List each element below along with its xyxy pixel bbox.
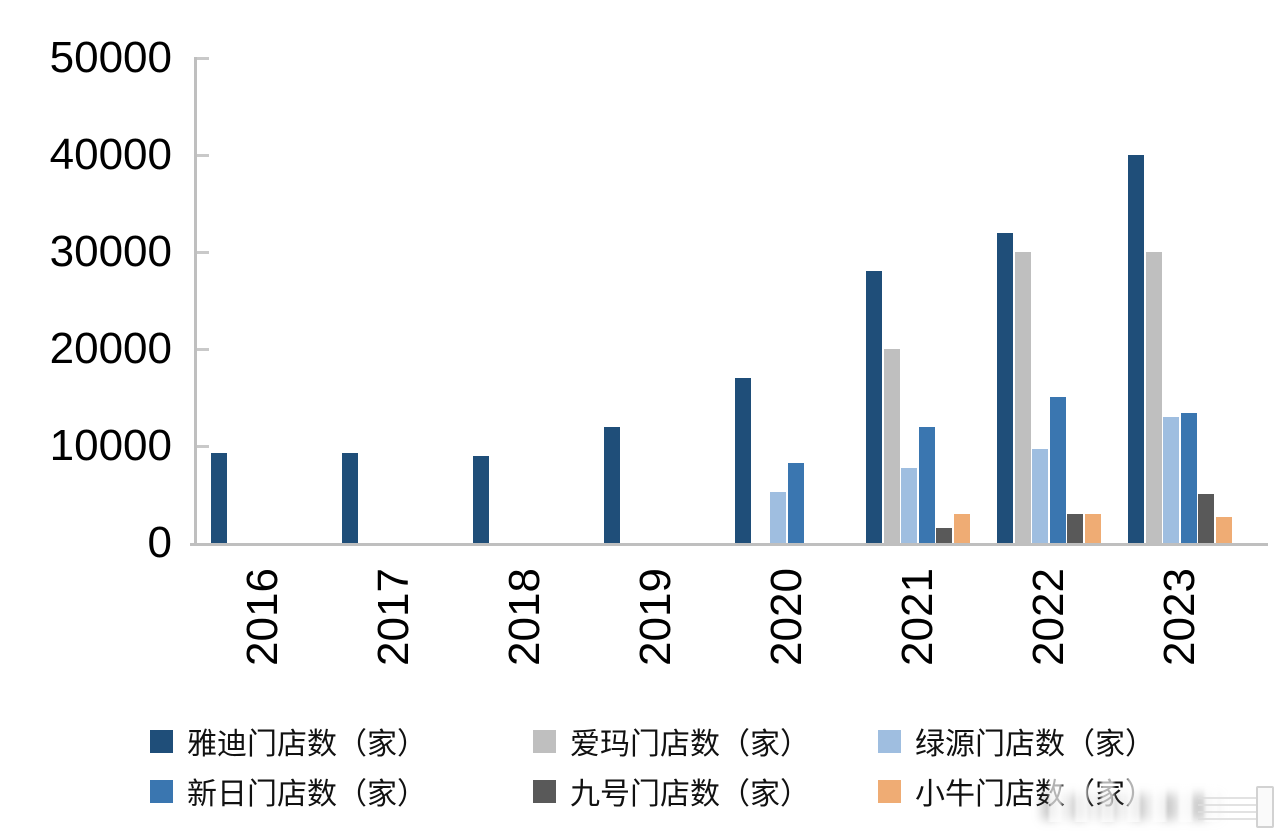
bar-luyuan-2023 bbox=[1163, 417, 1179, 543]
y-tick-label: 10000 bbox=[49, 421, 172, 470]
bar-sunra-2021 bbox=[918, 427, 935, 543]
legend-swatch-yadea bbox=[150, 729, 173, 753]
bar-niu-2023 bbox=[1215, 517, 1232, 543]
bar-ninebot-2023 bbox=[1198, 494, 1214, 543]
y-tick-label: 50000 bbox=[49, 33, 172, 82]
x-tick-label-2019: 2019 bbox=[630, 568, 680, 666]
y-tick-label: 30000 bbox=[49, 227, 172, 276]
x-tick-label-2021: 2021 bbox=[892, 568, 942, 666]
y-tick-mark bbox=[197, 154, 209, 157]
y-tick-label: 20000 bbox=[49, 324, 172, 373]
y-tick-mark bbox=[197, 57, 209, 60]
bar-yadea-2018 bbox=[473, 456, 489, 543]
bar-luyuan-2020 bbox=[770, 492, 786, 543]
x-tick-label-2018: 2018 bbox=[499, 568, 549, 666]
bar-niu-2021 bbox=[953, 514, 970, 543]
legend-label-sunra: 新日门店数（家） bbox=[187, 778, 427, 811]
bar-sunra-2023 bbox=[1180, 413, 1197, 543]
x-tick-label-2017: 2017 bbox=[368, 568, 418, 666]
y-tick-mark bbox=[197, 445, 209, 448]
legend-item-ninebot: 九号门店数（家） bbox=[533, 774, 810, 811]
y-tick-mark bbox=[197, 348, 209, 351]
bar-luyuan-2021 bbox=[901, 468, 917, 543]
x-tick-label-2022: 2022 bbox=[1023, 568, 1073, 666]
legend-label-luyuan: 绿源门店数（家） bbox=[915, 728, 1155, 761]
legend-label-aima: 爱玛门店数（家） bbox=[570, 728, 810, 761]
bar-sunra-2020 bbox=[787, 463, 804, 543]
bar-yadea-2016 bbox=[211, 453, 227, 543]
bar-aima-2021 bbox=[883, 349, 900, 543]
watermark-lines bbox=[1198, 792, 1260, 822]
legend-item-luyuan: 绿源门店数（家） bbox=[878, 724, 1155, 761]
y-tick-mark bbox=[197, 251, 209, 254]
bar-luyuan-2022 bbox=[1032, 449, 1048, 543]
bar-yadea-2017 bbox=[342, 453, 358, 543]
legend-swatch-niu bbox=[878, 779, 901, 803]
x-axis-line bbox=[190, 543, 1268, 546]
legend-item-aima: 爱玛门店数（家） bbox=[533, 724, 810, 761]
legend-label-yadea: 雅迪门店数（家） bbox=[187, 728, 427, 761]
bar-aima-2023 bbox=[1145, 252, 1162, 543]
bar-ninebot-2022 bbox=[1067, 514, 1083, 543]
bar-niu-2022 bbox=[1084, 514, 1101, 543]
legend-swatch-sunra bbox=[150, 779, 173, 803]
watermark-box bbox=[1256, 786, 1274, 828]
legend-label-ninebot: 九号门店数（家） bbox=[570, 778, 810, 811]
y-tick-label: 40000 bbox=[49, 130, 172, 179]
legend-swatch-luyuan bbox=[878, 729, 901, 753]
bar-sunra-2022 bbox=[1049, 397, 1066, 543]
legend-swatch-aima bbox=[533, 729, 556, 753]
legend-item-sunra: 新日门店数（家） bbox=[150, 774, 427, 811]
bar-yadea-2023 bbox=[1128, 155, 1144, 543]
x-tick-label-2020: 2020 bbox=[761, 568, 811, 666]
y-tick-label: 0 bbox=[147, 518, 172, 567]
x-tick-label-2023: 2023 bbox=[1154, 568, 1204, 666]
bar-yadea-2020 bbox=[735, 378, 751, 543]
legend-item-yadea: 雅迪门店数（家） bbox=[150, 724, 427, 761]
x-tick-label-2016: 2016 bbox=[237, 568, 287, 666]
y-axis-line bbox=[194, 57, 197, 546]
legend-swatch-ninebot bbox=[533, 779, 556, 803]
bar-yadea-2021 bbox=[866, 271, 882, 543]
legend-item-niu: 小牛门店数（家） bbox=[878, 774, 1155, 811]
legend-label-niu: 小牛门店数（家） bbox=[915, 778, 1155, 811]
bar-aima-2022 bbox=[1014, 252, 1031, 543]
bar-yadea-2022 bbox=[997, 233, 1013, 543]
bar-yadea-2019 bbox=[604, 427, 620, 543]
bar-ninebot-2021 bbox=[936, 528, 952, 543]
